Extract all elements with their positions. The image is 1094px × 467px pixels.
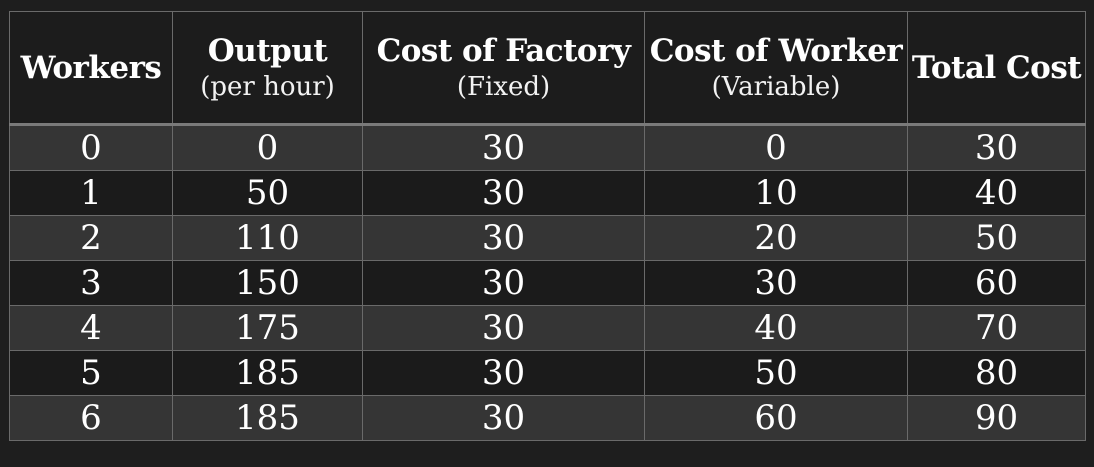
cell-workers: 3 xyxy=(9,260,173,306)
table-row: 5 185 30 50 80 xyxy=(9,350,1086,396)
cell-total-cost: 60 xyxy=(907,260,1086,306)
cell-workers: 4 xyxy=(9,305,173,351)
header-output-subtitle: (per hour) xyxy=(200,71,335,102)
header-cost-of-worker-subtitle: (Variable) xyxy=(711,71,841,102)
cost-table: Workers Output (per hour) Cost of Factor… xyxy=(9,11,1086,441)
cell-workers: 5 xyxy=(9,350,173,396)
cell-worker-cost: 60 xyxy=(644,395,908,441)
cell-factory-cost: 30 xyxy=(362,124,645,171)
header-cost-of-factory-subtitle: (Fixed) xyxy=(456,71,551,102)
cell-output: 185 xyxy=(172,395,363,441)
header-row: Workers Output (per hour) Cost of Factor… xyxy=(9,11,1086,126)
cell-workers: 6 xyxy=(9,395,173,441)
cell-factory-cost: 30 xyxy=(362,170,645,216)
header-total-cost: Total Cost xyxy=(907,11,1086,126)
cell-total-cost: 90 xyxy=(907,395,1086,441)
cell-total-cost: 80 xyxy=(907,350,1086,396)
table-row: 2 110 30 20 50 xyxy=(9,215,1086,261)
cell-total-cost: 70 xyxy=(907,305,1086,351)
header-cost-of-worker-title: Cost of Worker xyxy=(649,32,903,69)
cell-output: 185 xyxy=(172,350,363,396)
table-row: 1 50 30 10 40 xyxy=(9,170,1086,216)
header-workers-title: Workers xyxy=(20,49,162,86)
table-row: 3 150 30 30 60 xyxy=(9,260,1086,306)
cell-worker-cost: 50 xyxy=(644,350,908,396)
table-row: 6 185 30 60 90 xyxy=(9,395,1086,441)
cell-worker-cost: 40 xyxy=(644,305,908,351)
cell-worker-cost: 30 xyxy=(644,260,908,306)
header-cost-of-worker: Cost of Worker (Variable) xyxy=(644,11,908,126)
cell-total-cost: 30 xyxy=(907,124,1086,171)
header-total-cost-title: Total Cost xyxy=(911,49,1082,86)
cell-worker-cost: 20 xyxy=(644,215,908,261)
header-cost-of-factory: Cost of Factory (Fixed) xyxy=(362,11,645,126)
cell-worker-cost: 10 xyxy=(644,170,908,216)
cell-output: 50 xyxy=(172,170,363,216)
cell-factory-cost: 30 xyxy=(362,305,645,351)
cell-output: 110 xyxy=(172,215,363,261)
cell-workers: 0 xyxy=(9,124,173,171)
cell-output: 150 xyxy=(172,260,363,306)
cell-output: 0 xyxy=(172,124,363,171)
cell-total-cost: 50 xyxy=(907,215,1086,261)
header-output: Output (per hour) xyxy=(172,11,363,126)
header-output-title: Output xyxy=(207,32,328,69)
cell-factory-cost: 30 xyxy=(362,350,645,396)
cell-output: 175 xyxy=(172,305,363,351)
cell-total-cost: 40 xyxy=(907,170,1086,216)
cell-worker-cost: 0 xyxy=(644,124,908,171)
cell-factory-cost: 30 xyxy=(362,215,645,261)
cell-workers: 2 xyxy=(9,215,173,261)
header-workers: Workers xyxy=(9,11,173,126)
table-row: 0 0 30 0 30 xyxy=(9,124,1086,171)
table-row: 4 175 30 40 70 xyxy=(9,305,1086,351)
cost-table-frame: Workers Output (per hour) Cost of Factor… xyxy=(9,11,1086,460)
cell-factory-cost: 30 xyxy=(362,260,645,306)
header-cost-of-factory-title: Cost of Factory xyxy=(376,32,631,69)
cell-workers: 1 xyxy=(9,170,173,216)
cell-factory-cost: 30 xyxy=(362,395,645,441)
